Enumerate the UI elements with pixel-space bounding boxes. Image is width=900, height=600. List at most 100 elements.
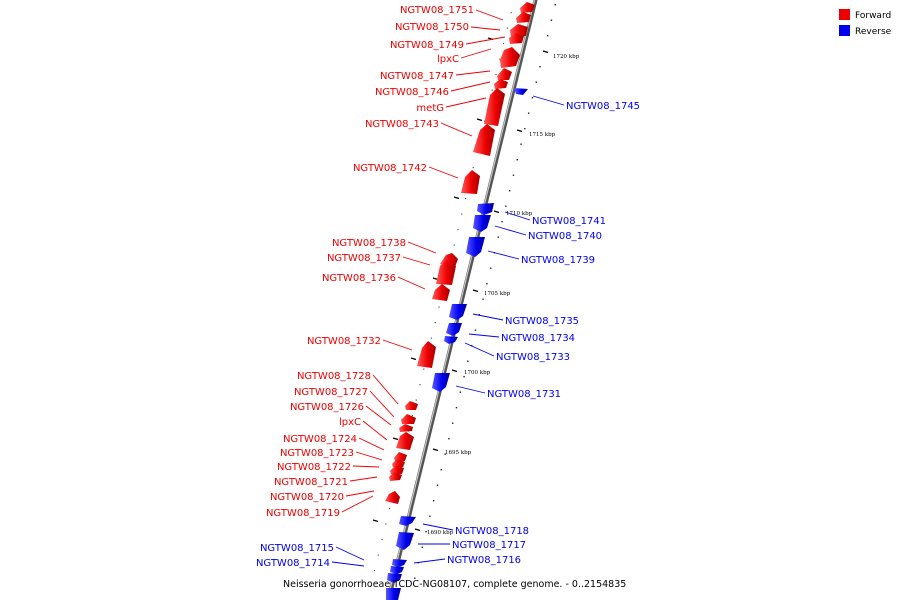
gene-label[interactable]: NGTW08_1738 [332, 238, 406, 249]
gene-block-ngtw08-1740[interactable] [473, 215, 491, 232]
gene-label[interactable]: NGTW08_1745 [566, 101, 640, 112]
gene-block-ngtw08-1742[interactable] [461, 170, 480, 194]
gene-label[interactable]: NGTW08_1749 [390, 40, 464, 51]
major-tick [476, 118, 483, 122]
gene-block-ngtw08-1728[interactable] [405, 401, 418, 410]
gene-block-ngtw08-1737[interactable] [436, 260, 456, 285]
gene-block-ngtw08-1717[interactable] [396, 532, 414, 550]
leader-line-forward [455, 70, 491, 76]
minor-tick [461, 213, 463, 215]
gene-block-ngtw08-1723[interactable] [392, 459, 405, 467]
gene-block-lpxc[interactable] [509, 33, 524, 44]
leader-line-forward [369, 390, 395, 418]
gene-block-ngtw08-1743[interactable] [473, 124, 495, 156]
gene-label[interactable]: NGTW08_1716 [447, 555, 521, 566]
gene-label[interactable]: NGTW08_1736 [322, 273, 396, 284]
gene-label[interactable]: metG [416, 103, 444, 114]
scale-label: 1695 kbp [445, 450, 472, 456]
gene-label[interactable]: NGTW08_1723 [280, 448, 354, 459]
leader-line-forward [407, 241, 437, 254]
gene-block-ngtw08-1746[interactable] [494, 79, 508, 89]
gene-block-ngtw08-1731[interactable] [432, 373, 450, 392]
gene-block-ngtw08-1750[interactable] [516, 12, 531, 23]
gene-label[interactable]: NGTW08_1722 [277, 462, 351, 473]
gene-label[interactable]: NGTW08_1721 [274, 477, 348, 488]
gene-label[interactable]: NGTW08_1750 [395, 22, 469, 33]
gene-block-ngtw08-1715[interactable] [390, 566, 404, 574]
gene-label[interactable]: NGTW08_1746 [375, 87, 449, 98]
gene-block-ngtw08-1751[interactable] [520, 2, 535, 13]
leader-line-forward [341, 495, 374, 513]
gene-block-ngtw08-1714[interactable] [387, 573, 402, 583]
gene-block-ngtw08-1735[interactable] [449, 304, 467, 320]
gene-block-ngtw08-1724[interactable] [394, 452, 407, 461]
leader-line-reverse [331, 561, 365, 567]
gene-label[interactable]: NGTW08_1734 [501, 333, 575, 344]
gene-label[interactable]: NGTW08_1714 [256, 558, 330, 569]
gene-label[interactable]: NGTW08_1717 [452, 540, 526, 551]
minor-tick [434, 322, 436, 324]
gene-block-ngtw08-1718[interactable] [399, 516, 416, 526]
gene-label[interactable]: NGTW08_1726 [290, 402, 364, 413]
gene-label[interactable]: NGTW08_1715 [260, 543, 334, 554]
gene-block-ngtw08-1747[interactable] [497, 68, 512, 80]
gene-label[interactable]: lpxC [339, 417, 361, 428]
gene-label[interactable]: NGTW08_1741 [532, 216, 606, 227]
minor-tick [432, 500, 435, 502]
leader-line-reverse [455, 385, 486, 394]
minor-tick [436, 484, 439, 486]
minor-tick [501, 221, 503, 223]
gene-label[interactable]: NGTW08_1735 [505, 316, 579, 327]
gene-label[interactable]: NGTW08_1733 [496, 352, 570, 363]
gene-block-ngtw08-1721[interactable] [389, 472, 402, 481]
minor-tick [373, 570, 376, 572]
gene-label[interactable]: NGTW08_1737 [327, 253, 401, 264]
minor-tick [502, 43, 505, 45]
gene-block-metg-upper[interactable] [500, 47, 520, 68]
gene-block-ngtw08-1734[interactable] [446, 323, 462, 336]
gene-label[interactable]: NGTW08_1724 [283, 434, 357, 445]
leader-line-forward [355, 451, 383, 461]
gene-block-ngtw08-1720[interactable] [385, 491, 400, 504]
gene-block-ngtw08-1726[interactable] [399, 424, 413, 432]
leader-line-forward [470, 26, 501, 31]
gene-label[interactable]: NGTW08_1747 [380, 71, 454, 82]
gene-label[interactable]: NGTW08_1743 [365, 119, 439, 130]
gene-label[interactable]: NGTW08_1719 [266, 508, 340, 519]
gene-block-ngtw08-1733[interactable] [444, 336, 458, 344]
gene-label[interactable]: NGTW08_1740 [528, 231, 602, 242]
leader-line-reverse [464, 342, 495, 357]
gene-block-ngtw08-1727[interactable] [401, 414, 416, 424]
major-tick [432, 448, 439, 452]
gene-label[interactable]: NGTW08_1751 [400, 5, 474, 16]
gene-label[interactable]: NGTW08_1732 [307, 336, 381, 347]
minor-tick [495, 74, 497, 76]
minor-tick [415, 399, 417, 401]
gene-block-ngtw08-1739[interactable] [466, 237, 485, 257]
gene-block-ngtw08-1749[interactable] [510, 24, 528, 37]
gene-label[interactable]: NGTW08_1727 [294, 387, 368, 398]
gene-label[interactable]: NGTW08_1742 [353, 163, 427, 174]
gene-label[interactable]: NGTW08_1720 [270, 492, 344, 503]
gene-block-lpxc-2[interactable] [396, 432, 414, 450]
gene-label[interactable]: NGTW08_1739 [521, 255, 595, 266]
gene-label[interactable]: NGTW08_1731 [487, 389, 561, 400]
gene-block-ngtw08-1736[interactable] [432, 284, 450, 301]
gene-label[interactable]: lpxC [437, 54, 459, 65]
leader-line-forward [465, 36, 506, 45]
minor-tick [464, 198, 467, 200]
gene-label[interactable]: NGTW08_1728 [297, 371, 371, 382]
gene-block-bottom[interactable] [386, 588, 401, 600]
gene-block-metg[interactable] [484, 88, 505, 126]
minor-tick [463, 376, 465, 378]
gene-block-ngtw08-1722[interactable] [390, 465, 404, 474]
gene-label[interactable]: NGTW08_1718 [455, 526, 529, 537]
gene-block-ngtw08-1716[interactable] [392, 559, 407, 567]
gene-block-ngtw08-1741[interactable] [477, 203, 494, 215]
gene-block-ngtw08-1732[interactable] [417, 341, 436, 368]
minor-tick [419, 384, 421, 386]
gene-block-ngtw08-1745[interactable] [514, 88, 528, 95]
leader-line-forward [397, 276, 426, 290]
leader-line-forward [428, 166, 459, 179]
